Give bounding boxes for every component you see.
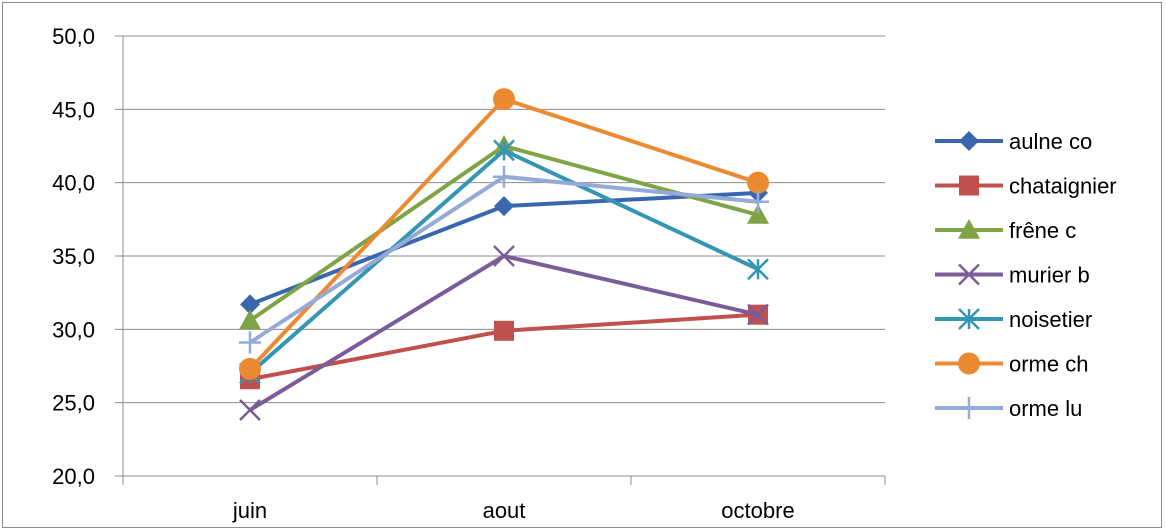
legend-label: murier b (1009, 263, 1090, 288)
series-3 (239, 245, 769, 421)
line-chart: 20,0 25,0 30,0 35,0 40,0 45,0 50,0 juin aout octo… (52, 24, 1117, 523)
data-point (239, 309, 261, 330)
x-tick-label: octobre (721, 498, 794, 523)
data-point (493, 88, 515, 111)
legend-item: frêne c (935, 218, 1076, 243)
y-tick-label: 20,0 (52, 464, 95, 489)
legend-label: orme lu (1009, 396, 1082, 421)
data-point (239, 357, 261, 380)
legend-item: noisetier (935, 307, 1092, 332)
data-point (493, 139, 515, 162)
data-point (493, 245, 515, 267)
series-4 (239, 139, 769, 385)
data-point (747, 258, 769, 281)
legend-label: chataignier (1009, 174, 1117, 199)
legend-marker (958, 219, 980, 239)
series-0 (240, 182, 768, 315)
data-point (494, 320, 514, 341)
legend-item: orme ch (935, 352, 1088, 377)
data-point (239, 331, 261, 354)
y-tick-label: 35,0 (52, 244, 95, 269)
legend-marker (958, 308, 980, 330)
legend-label: orme ch (1009, 352, 1088, 377)
series-6 (239, 165, 769, 354)
data-point (239, 399, 261, 421)
data-point (493, 165, 515, 188)
x-tick-label: juin (232, 498, 267, 523)
legend-marker (958, 263, 980, 286)
y-tick-label: 50,0 (52, 24, 95, 49)
y-tick-label: 30,0 (52, 317, 95, 342)
legend-item: chataignier (935, 174, 1117, 199)
series-1 (240, 304, 768, 390)
data-point (747, 190, 769, 213)
legend-marker (958, 397, 980, 419)
data-point (747, 203, 769, 224)
legend-item: murier b (935, 263, 1090, 288)
legend-label: aulne co (1009, 129, 1092, 154)
legend-label: noisetier (1009, 307, 1092, 332)
series-5 (239, 88, 769, 380)
data-point (240, 294, 260, 315)
legend-item: aulne co (935, 129, 1092, 154)
axes: 20,0 25,0 30,0 35,0 40,0 45,0 50,0 juin aout octo… (52, 24, 886, 523)
legend-marker (958, 352, 980, 375)
data-point (747, 303, 769, 326)
series-lines (239, 88, 769, 421)
legend-label: frêne c (1009, 218, 1076, 243)
x-tick-label: aout (483, 498, 526, 523)
data-point (494, 196, 514, 217)
y-tick-label: 40,0 (52, 171, 95, 196)
legend-marker (959, 175, 979, 196)
legend-marker (959, 131, 979, 151)
y-tick-label: 45,0 (52, 97, 95, 122)
legend: aulne co chataignier frêne c murier b noiset… (935, 129, 1117, 421)
legend-item: orme lu (935, 396, 1082, 421)
data-point (747, 171, 769, 194)
y-tick-label: 25,0 (52, 391, 95, 416)
